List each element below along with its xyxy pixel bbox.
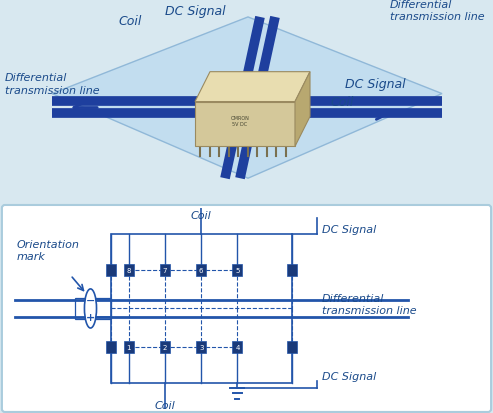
Ellipse shape	[84, 289, 97, 328]
Text: DC Signal: DC Signal	[165, 5, 225, 18]
Polygon shape	[295, 73, 310, 147]
Text: 2: 2	[163, 344, 167, 350]
Bar	[195, 102, 295, 147]
Text: 1: 1	[127, 344, 131, 350]
Text: DC Signal: DC Signal	[322, 224, 376, 234]
Text: Differential
transmission line: Differential transmission line	[390, 0, 485, 22]
Bar	[196, 341, 206, 354]
Bar	[124, 341, 134, 354]
Text: Coil: Coil	[118, 15, 141, 28]
Bar	[110, 234, 292, 383]
Bar	[106, 264, 116, 276]
Text: Orientation
mark: Orientation mark	[17, 240, 80, 262]
Text: Differential
transmission line: Differential transmission line	[322, 293, 417, 315]
Text: Coil: Coil	[330, 96, 353, 109]
Text: 7: 7	[163, 267, 167, 273]
Bar	[160, 264, 170, 276]
Text: 5: 5	[235, 267, 240, 273]
Text: DC Signal: DC Signal	[322, 371, 376, 381]
Text: OMRON
5V DC: OMRON 5V DC	[231, 116, 249, 126]
Text: Coil: Coil	[155, 400, 176, 410]
Text: +: +	[86, 312, 95, 322]
Bar	[106, 341, 116, 354]
Bar	[75, 299, 110, 319]
Text: 3: 3	[199, 344, 204, 350]
Text: Differential
transmission line: Differential transmission line	[5, 73, 100, 95]
Bar	[160, 341, 170, 354]
FancyBboxPatch shape	[2, 206, 491, 412]
Text: DC Signal: DC Signal	[345, 78, 406, 91]
Text: 4: 4	[235, 344, 240, 350]
Polygon shape	[52, 18, 442, 179]
Bar	[232, 341, 243, 354]
Bar	[196, 264, 206, 276]
Text: Coil: Coil	[191, 211, 211, 221]
Polygon shape	[195, 73, 310, 102]
Bar	[287, 264, 297, 276]
Text: 8: 8	[127, 267, 131, 273]
Bar	[232, 264, 243, 276]
Text: −: −	[86, 296, 95, 306]
Text: 6: 6	[199, 267, 204, 273]
Bar	[124, 264, 134, 276]
Bar	[287, 341, 297, 354]
